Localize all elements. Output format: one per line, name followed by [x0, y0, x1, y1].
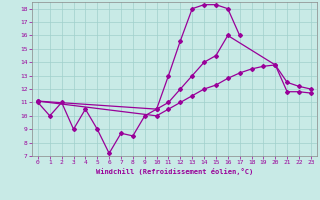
X-axis label: Windchill (Refroidissement éolien,°C): Windchill (Refroidissement éolien,°C)	[96, 168, 253, 175]
